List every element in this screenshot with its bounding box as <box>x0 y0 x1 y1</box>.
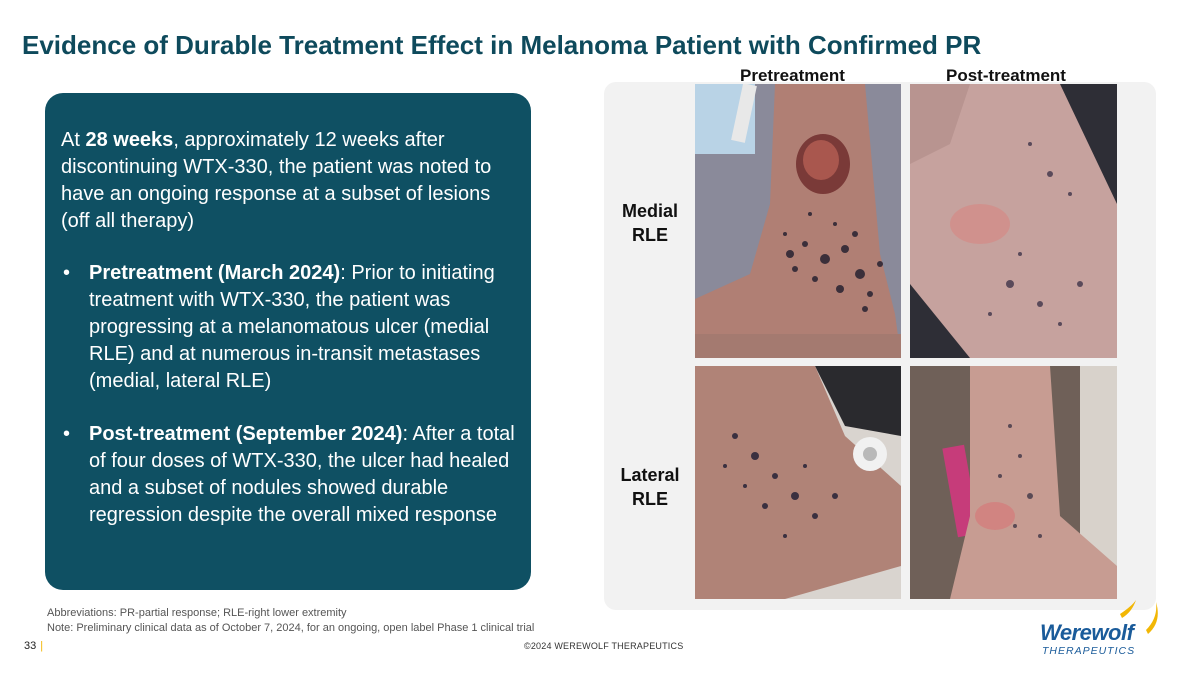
logo-wordmark: Werewolf <box>1040 620 1134 645</box>
summary-intro: At 28 weeks, approximately 12 weeks afte… <box>61 129 492 232</box>
summary-box: At 28 weeks, approximately 12 weeks afte… <box>45 93 531 590</box>
logo-mark-icon <box>1120 600 1158 634</box>
intro-highlight: 28 weeks <box>85 129 174 151</box>
page-separator: | <box>40 640 44 652</box>
page-number: 33 | <box>24 640 44 652</box>
summary-bullets: Pretreatment (March 2024): Prior to init… <box>61 260 517 529</box>
bullet-pretreatment: Pretreatment (March 2024): Prior to init… <box>61 260 517 395</box>
footnote-note: Note: Preliminary clinical data as of Oc… <box>47 622 535 634</box>
footnote-abbreviations: Abbreviations: PR-partial response; RLE-… <box>47 607 347 619</box>
column-header-post-treatment: Post-treatment <box>946 66 1066 85</box>
row-label-medial: Medial RLE <box>621 201 678 245</box>
photo-lateral-post-treatment <box>910 366 1117 599</box>
company-logo: Werewolf THERAPEUTICS <box>1036 600 1160 660</box>
photo-lateral-pretreatment <box>695 366 901 599</box>
bullet-posttreatment: Post-treatment (September 2024): After a… <box>61 421 517 529</box>
row-label-lateral: Lateral RLE <box>620 465 680 509</box>
photo-medial-post-treatment <box>910 84 1117 358</box>
column-header-pretreatment: Pretreatment <box>740 66 845 85</box>
logo-subtitle: THERAPEUTICS <box>1042 645 1136 657</box>
photo-medial-pretreatment <box>695 84 901 358</box>
slide-title: Evidence of Durable Treatment Effect in … <box>22 30 982 60</box>
copyright: ©2024 WEREWOLF THERAPEUTICS <box>524 641 684 651</box>
